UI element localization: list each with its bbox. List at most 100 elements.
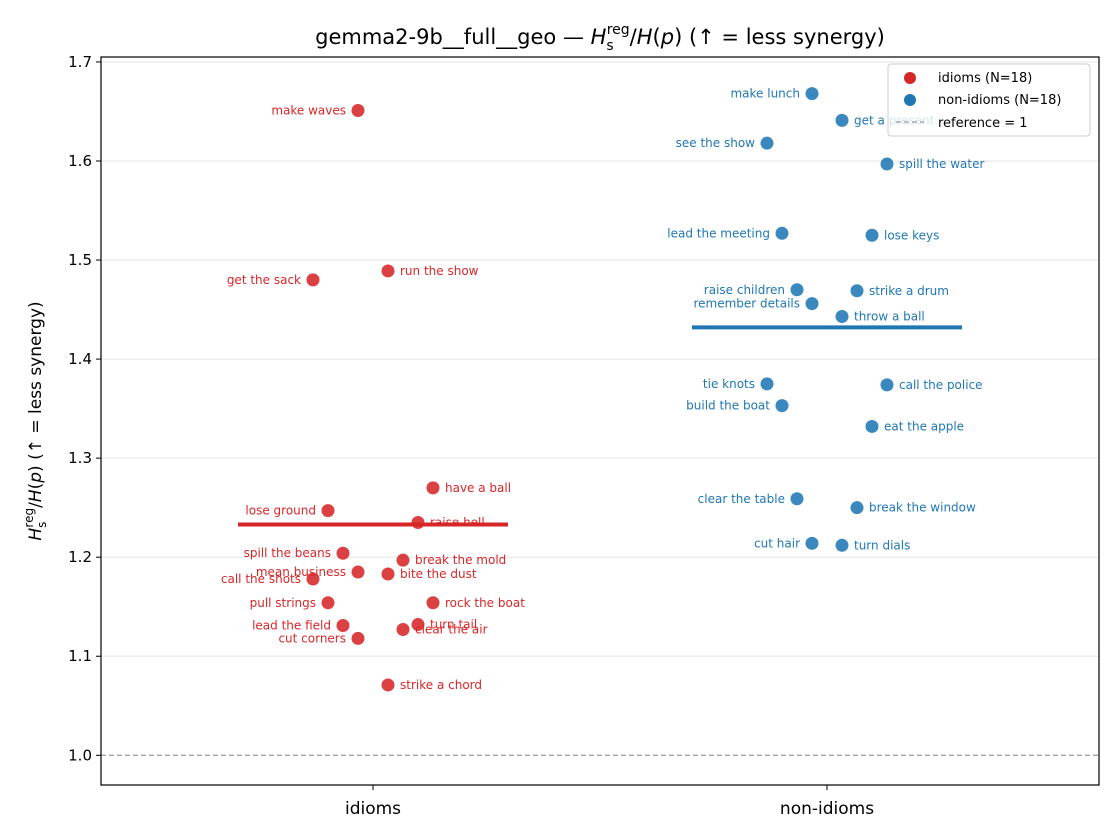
y-label-p-symbol: p — [26, 472, 46, 484]
point-label: spill the beans — [244, 546, 331, 560]
legend-label-reference: reference = 1 — [938, 116, 1028, 131]
point-label: bite the dust — [400, 567, 477, 581]
data-point — [306, 572, 320, 586]
data-point — [381, 678, 395, 692]
chart-title-paren-close: ) — [674, 25, 689, 49]
data-point — [835, 310, 849, 324]
data-point — [760, 377, 774, 391]
y-tick-label: 1.1 — [68, 647, 92, 665]
data-point — [805, 297, 819, 311]
point-label: lose ground — [245, 504, 316, 518]
y-axis: 1.0 1.1 1.2 1.3 1.4 1.5 1.6 1.7 — [68, 53, 101, 764]
data-point — [865, 228, 879, 242]
x-tick-label-idioms: idioms — [345, 799, 401, 819]
data-point — [336, 619, 350, 633]
legend-label-idioms: idioms (N=18) — [938, 71, 1032, 86]
y-tick-label: 1.2 — [68, 548, 92, 566]
data-point — [880, 157, 894, 171]
point-label: strike a drum — [869, 284, 949, 298]
data-point — [381, 567, 395, 581]
data-point — [426, 481, 440, 495]
point-label: get the sack — [227, 273, 301, 287]
data-point — [411, 618, 425, 632]
chart-title-suffix: (↑ = less synergy) — [689, 25, 885, 49]
y-tick-label: 1.5 — [68, 251, 92, 269]
grid-lines — [101, 61, 1099, 657]
data-point — [321, 504, 335, 518]
point-label: raise children — [704, 283, 785, 297]
point-label: call the police — [899, 378, 983, 392]
chart-title-ratio: / — [630, 25, 638, 49]
chart-title-sub-s: s — [606, 38, 613, 54]
y-tick-label: 1.6 — [68, 152, 92, 170]
data-point — [306, 273, 320, 287]
y-tick-label: 1.7 — [68, 53, 92, 71]
chart-title-h-symbol: H — [591, 25, 607, 49]
point-label: break the mold — [415, 553, 506, 567]
point-label: mean business — [256, 565, 346, 579]
point-label: remember details — [693, 297, 800, 311]
y-label-paren-open: ( — [26, 483, 46, 490]
y-label-sub-s: s — [35, 522, 49, 528]
point-label: turn dials — [854, 538, 910, 552]
data-point — [351, 631, 365, 645]
legend-box — [887, 63, 1091, 137]
mean-lines — [238, 325, 962, 527]
data-points — [306, 87, 894, 692]
data-point — [880, 378, 894, 392]
chart-title-paren-open: ( — [653, 25, 661, 49]
point-label: strike a chord — [400, 678, 482, 692]
data-point — [790, 492, 804, 506]
y-tick-label: 1.3 — [68, 449, 92, 467]
chart-title-prefix: gemma2-9b__full__geo — — [315, 25, 590, 50]
data-point — [850, 501, 864, 515]
data-point — [790, 283, 804, 297]
x-tick-label-non-idioms: non-idioms — [780, 799, 874, 819]
data-point — [411, 516, 425, 530]
chart-title-p-symbol: p — [660, 25, 674, 49]
data-point — [775, 399, 789, 413]
point-label: have a ball — [445, 481, 511, 495]
data-point — [850, 284, 864, 298]
legend-marker-non-idioms — [904, 94, 916, 106]
point-label: run the show — [400, 264, 479, 278]
point-label: pull strings — [250, 596, 316, 610]
point-label: turn tail — [430, 618, 477, 632]
y-label-suffix: (↑ = less synergy) — [26, 301, 46, 465]
data-point — [805, 536, 819, 550]
data-point — [760, 136, 774, 150]
y-label-h-symbol: H — [26, 528, 46, 541]
point-label: lead the meeting — [667, 226, 770, 240]
point-label: eat the apple — [884, 419, 964, 433]
point-label: call the shots — [221, 572, 301, 586]
data-point — [835, 113, 849, 127]
point-label: tie knots — [703, 377, 755, 391]
point-label: break the window — [869, 501, 976, 515]
data-point — [805, 87, 819, 101]
point-label: cut corners — [278, 631, 346, 645]
y-label-ratio: / — [26, 502, 46, 508]
point-label: clear the air — [415, 622, 488, 636]
point-label: throw a ball — [854, 310, 925, 324]
point-labels: make waves run the show get the sack have a… — [221, 87, 985, 692]
data-point — [835, 538, 849, 552]
data-point — [396, 553, 410, 567]
point-label: make waves — [271, 103, 346, 117]
data-point — [381, 264, 395, 278]
legend-marker-idioms — [904, 72, 916, 84]
data-point — [321, 596, 335, 610]
y-tick-label: 1.0 — [68, 746, 92, 764]
data-point — [351, 103, 365, 117]
point-label: rock the boat — [445, 596, 525, 610]
data-point — [426, 596, 440, 610]
data-point — [396, 622, 410, 636]
point-label: build the boat — [686, 399, 770, 413]
point-label: see the show — [676, 136, 756, 150]
y-axis-label: Hsreg/H(p) (↑ = less synergy) — [22, 301, 49, 540]
y-label-hp-symbol: H — [26, 489, 46, 502]
point-label: make lunch — [730, 87, 800, 101]
point-label: raise hell — [430, 516, 485, 530]
data-point — [865, 419, 879, 433]
